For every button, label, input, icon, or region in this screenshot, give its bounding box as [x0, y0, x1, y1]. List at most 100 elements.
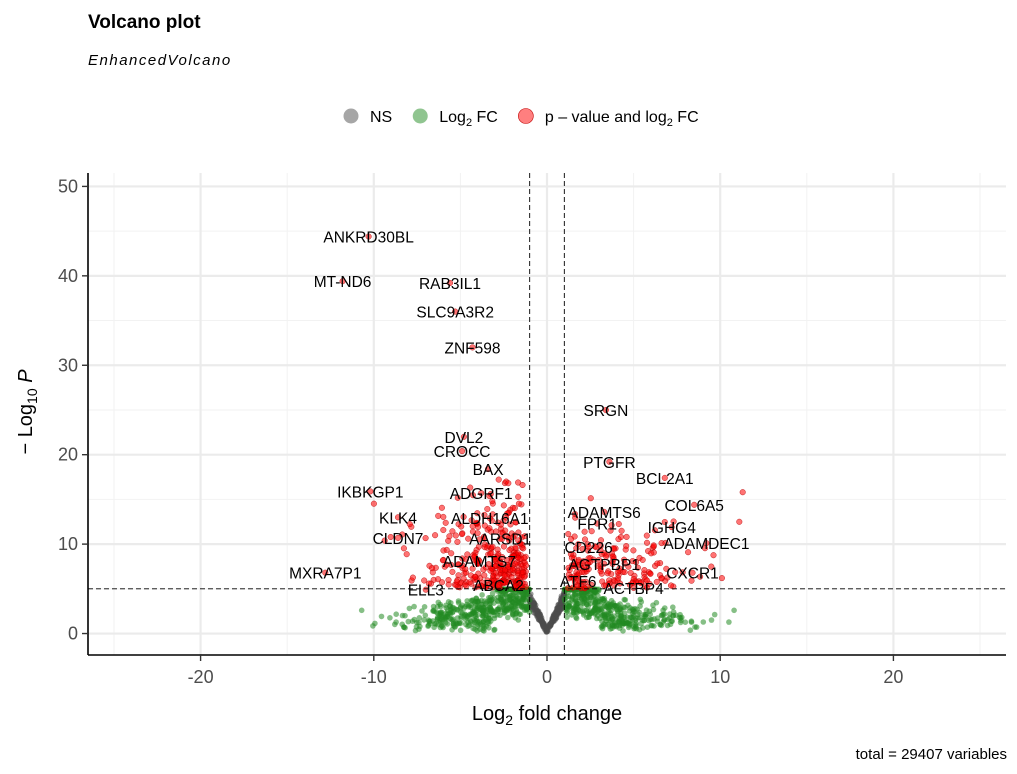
significant-point: [515, 585, 522, 592]
fc-point: [582, 597, 588, 603]
fc-point: [461, 605, 468, 611]
fc-point: [486, 601, 493, 607]
significant-point: [643, 577, 650, 584]
fc-point: [447, 610, 453, 616]
fc-point: [439, 609, 445, 616]
fc-point: [513, 606, 519, 613]
significant-point: [601, 560, 608, 567]
significant-point: [469, 344, 476, 351]
fc-point: [640, 625, 646, 631]
significant-point: [608, 522, 615, 529]
x-tick-label: 10: [710, 667, 730, 687]
fc-point: [682, 619, 689, 625]
y-tick-label: 0: [68, 624, 78, 644]
y-tick-label: 20: [58, 445, 78, 465]
significant-point: [370, 500, 377, 507]
fc-point: [473, 615, 480, 622]
fc-point: [577, 608, 584, 614]
caption: total = 29407 variables: [855, 746, 1007, 763]
significant-point: [585, 555, 592, 562]
significant-point: [474, 510, 481, 517]
significant-point: [618, 534, 625, 541]
fc-point: [620, 628, 626, 634]
significant-point: [367, 488, 374, 495]
x-axis-title: Log2 fold change: [472, 703, 622, 728]
fc-point: [590, 607, 597, 614]
significant-point: [630, 547, 637, 554]
significant-point: [475, 543, 482, 550]
significant-point: [459, 531, 466, 538]
fc-point: [463, 621, 469, 628]
significant-point: [633, 559, 640, 566]
axes: -20 -10 0 10 20 0 10 20 30 40 50 Log2 fold change − …: [15, 173, 1006, 728]
significant-point: [440, 513, 447, 520]
fc-point: [653, 599, 660, 606]
fc-point: [431, 608, 437, 615]
significant-point: [459, 562, 466, 569]
significant-point: [487, 567, 494, 574]
fc-point: [479, 601, 486, 608]
fc-point: [524, 604, 531, 610]
gene-label: AARSD1: [469, 532, 531, 549]
ns-point: [531, 609, 537, 616]
fc-point: [520, 591, 526, 598]
significant-point: [739, 489, 746, 496]
fc-point: [508, 592, 515, 598]
gene-label: MXRA7P1: [289, 566, 361, 583]
fc-point: [565, 604, 572, 610]
fc-point: [455, 600, 462, 606]
fc-point: [505, 614, 511, 621]
significant-point: [454, 538, 461, 545]
fc-point: [620, 604, 627, 610]
significant-point: [647, 570, 654, 577]
significant-point: [602, 407, 609, 414]
fc-point: [711, 611, 718, 618]
significant-point: [500, 543, 507, 550]
fc-point: [472, 626, 478, 633]
fc-point: [479, 592, 485, 598]
significant-point: [606, 458, 613, 465]
significant-point: [570, 562, 577, 569]
significant-point: [443, 561, 450, 568]
fc-point: [677, 619, 684, 626]
gene-label: DVL2: [445, 430, 484, 447]
significant-point: [611, 545, 618, 552]
gene-label: BCL2A1: [636, 471, 694, 488]
fc-point: [596, 607, 602, 613]
fc-point: [569, 612, 575, 618]
significant-point: [460, 433, 467, 440]
fc-point: [632, 625, 639, 631]
significant-point: [648, 550, 655, 557]
gene-label: IGHG4: [648, 520, 697, 537]
legend-label: Log2 FC: [439, 109, 498, 129]
x-tick-label: -10: [361, 667, 387, 687]
significant-point: [497, 535, 504, 542]
significant-point: [679, 569, 686, 576]
ns-point: [558, 606, 565, 612]
legend: NS Log2 FC p – value and log2 FC: [343, 108, 699, 129]
significant-point: [439, 557, 446, 564]
significant-point: [591, 543, 598, 550]
significant-point: [668, 524, 675, 531]
legend-label: NS: [370, 109, 392, 126]
fc-point: [670, 613, 676, 619]
significant-point: [435, 512, 442, 519]
significant-point: [594, 520, 601, 527]
fc-point: [422, 612, 429, 619]
ns-point: [544, 627, 551, 633]
significant-point: [463, 582, 470, 589]
significant-point: [481, 522, 488, 529]
significant-point: [459, 448, 466, 455]
x-tick-label: -20: [188, 667, 214, 687]
gene-label: ELL3: [408, 583, 444, 600]
significant-point: [614, 569, 621, 576]
significant-point: [429, 565, 436, 572]
gene-label: FPR1: [577, 517, 617, 534]
significant-point: [571, 555, 578, 562]
fc-point: [405, 618, 412, 625]
gene-label: SLC9A3R2: [416, 305, 494, 322]
significant-point: [718, 575, 725, 582]
fc-point: [370, 623, 376, 629]
fc-point: [584, 602, 590, 608]
